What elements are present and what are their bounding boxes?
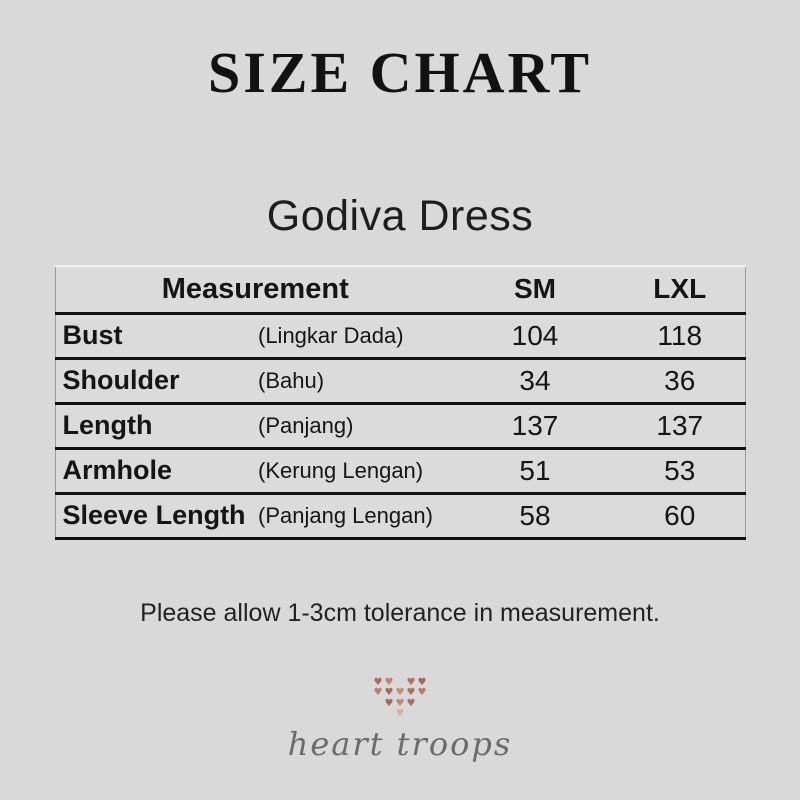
value-lxl: 36: [615, 358, 745, 405]
heart-dot-icon: ♥: [384, 676, 394, 688]
measurement-label: Shoulder: [55, 358, 255, 405]
column-header-measurement: Measurement: [55, 266, 455, 315]
heart-dot-icon: ♥: [373, 687, 383, 698]
dot-heart-icon: ♥ ♥ ♥ ♥ ♥ ♥ ♥ ♥ ♥ ♥ ♥ ♥ ♥: [373, 676, 428, 720]
column-header-lxl: LXL: [615, 266, 745, 315]
measurement-label: Bust: [55, 313, 255, 360]
heart-dot-icon: ♥: [395, 687, 405, 698]
page-title: SIZE CHART: [207, 40, 593, 105]
heart-dot-icon: ♥: [406, 697, 416, 709]
table-row: Length (Panjang) 137 137: [55, 403, 745, 450]
heart-dot-icon: ♥: [384, 697, 394, 709]
measurement-translation: (Panjang): [255, 403, 455, 450]
table-row: Sleeve Length (Panjang Lengan) 58 60: [55, 493, 745, 540]
heart-dot-icon: ♥: [384, 687, 394, 698]
heart-dot-icon: ♥: [373, 676, 383, 688]
value-lxl: 60: [615, 493, 745, 540]
heart-dot-icon: ♥: [406, 676, 416, 688]
heart-dot-icon: ♥: [395, 697, 405, 709]
table-row: Shoulder (Bahu) 34 36: [55, 358, 745, 405]
heart-dot-icon: ♥: [417, 687, 427, 698]
product-name: Godiva Dress: [266, 192, 534, 240]
value-sm: 104: [455, 313, 615, 360]
measurement-translation: (Lingkar Dada): [255, 313, 455, 360]
value-sm: 58: [455, 493, 615, 540]
table-row: Bust (Lingkar Dada) 104 118: [55, 313, 745, 360]
table-row: Armhole (Kerung Lengan) 51 53: [55, 448, 745, 495]
measurement-translation: (Panjang Lengan): [255, 493, 455, 540]
value-sm: 137: [455, 403, 615, 450]
brand-logo: ♥ ♥ ♥ ♥ ♥ ♥ ♥ ♥ ♥ ♥ ♥ ♥ ♥ heart troops: [0, 676, 800, 764]
measurement-label: Armhole: [55, 448, 255, 495]
heart-dot-icon: ♥: [406, 687, 416, 698]
table-header-row: Measurement SM LXL: [55, 266, 745, 315]
value-lxl: 53: [615, 448, 745, 495]
value-sm: 51: [455, 448, 615, 495]
column-header-sm: SM: [455, 266, 615, 315]
brand-name: heart troops: [287, 724, 513, 763]
measurement-label: Length: [55, 403, 255, 450]
measurement-translation: (Kerung Lengan): [255, 448, 455, 495]
size-table: Measurement SM LXL Bust (Lingkar Dada) 1…: [54, 265, 746, 540]
value-sm: 34: [455, 358, 615, 405]
tolerance-note: Please allow 1-3cm tolerance in measurem…: [140, 598, 660, 627]
value-lxl: 118: [615, 313, 745, 360]
measurement-translation: (Bahu): [255, 358, 455, 405]
measurement-label: Sleeve Length: [55, 493, 255, 540]
heart-dot-icon: ♥: [417, 676, 427, 688]
value-lxl: 137: [615, 403, 745, 450]
heart-dot-icon: ♥: [395, 708, 405, 719]
